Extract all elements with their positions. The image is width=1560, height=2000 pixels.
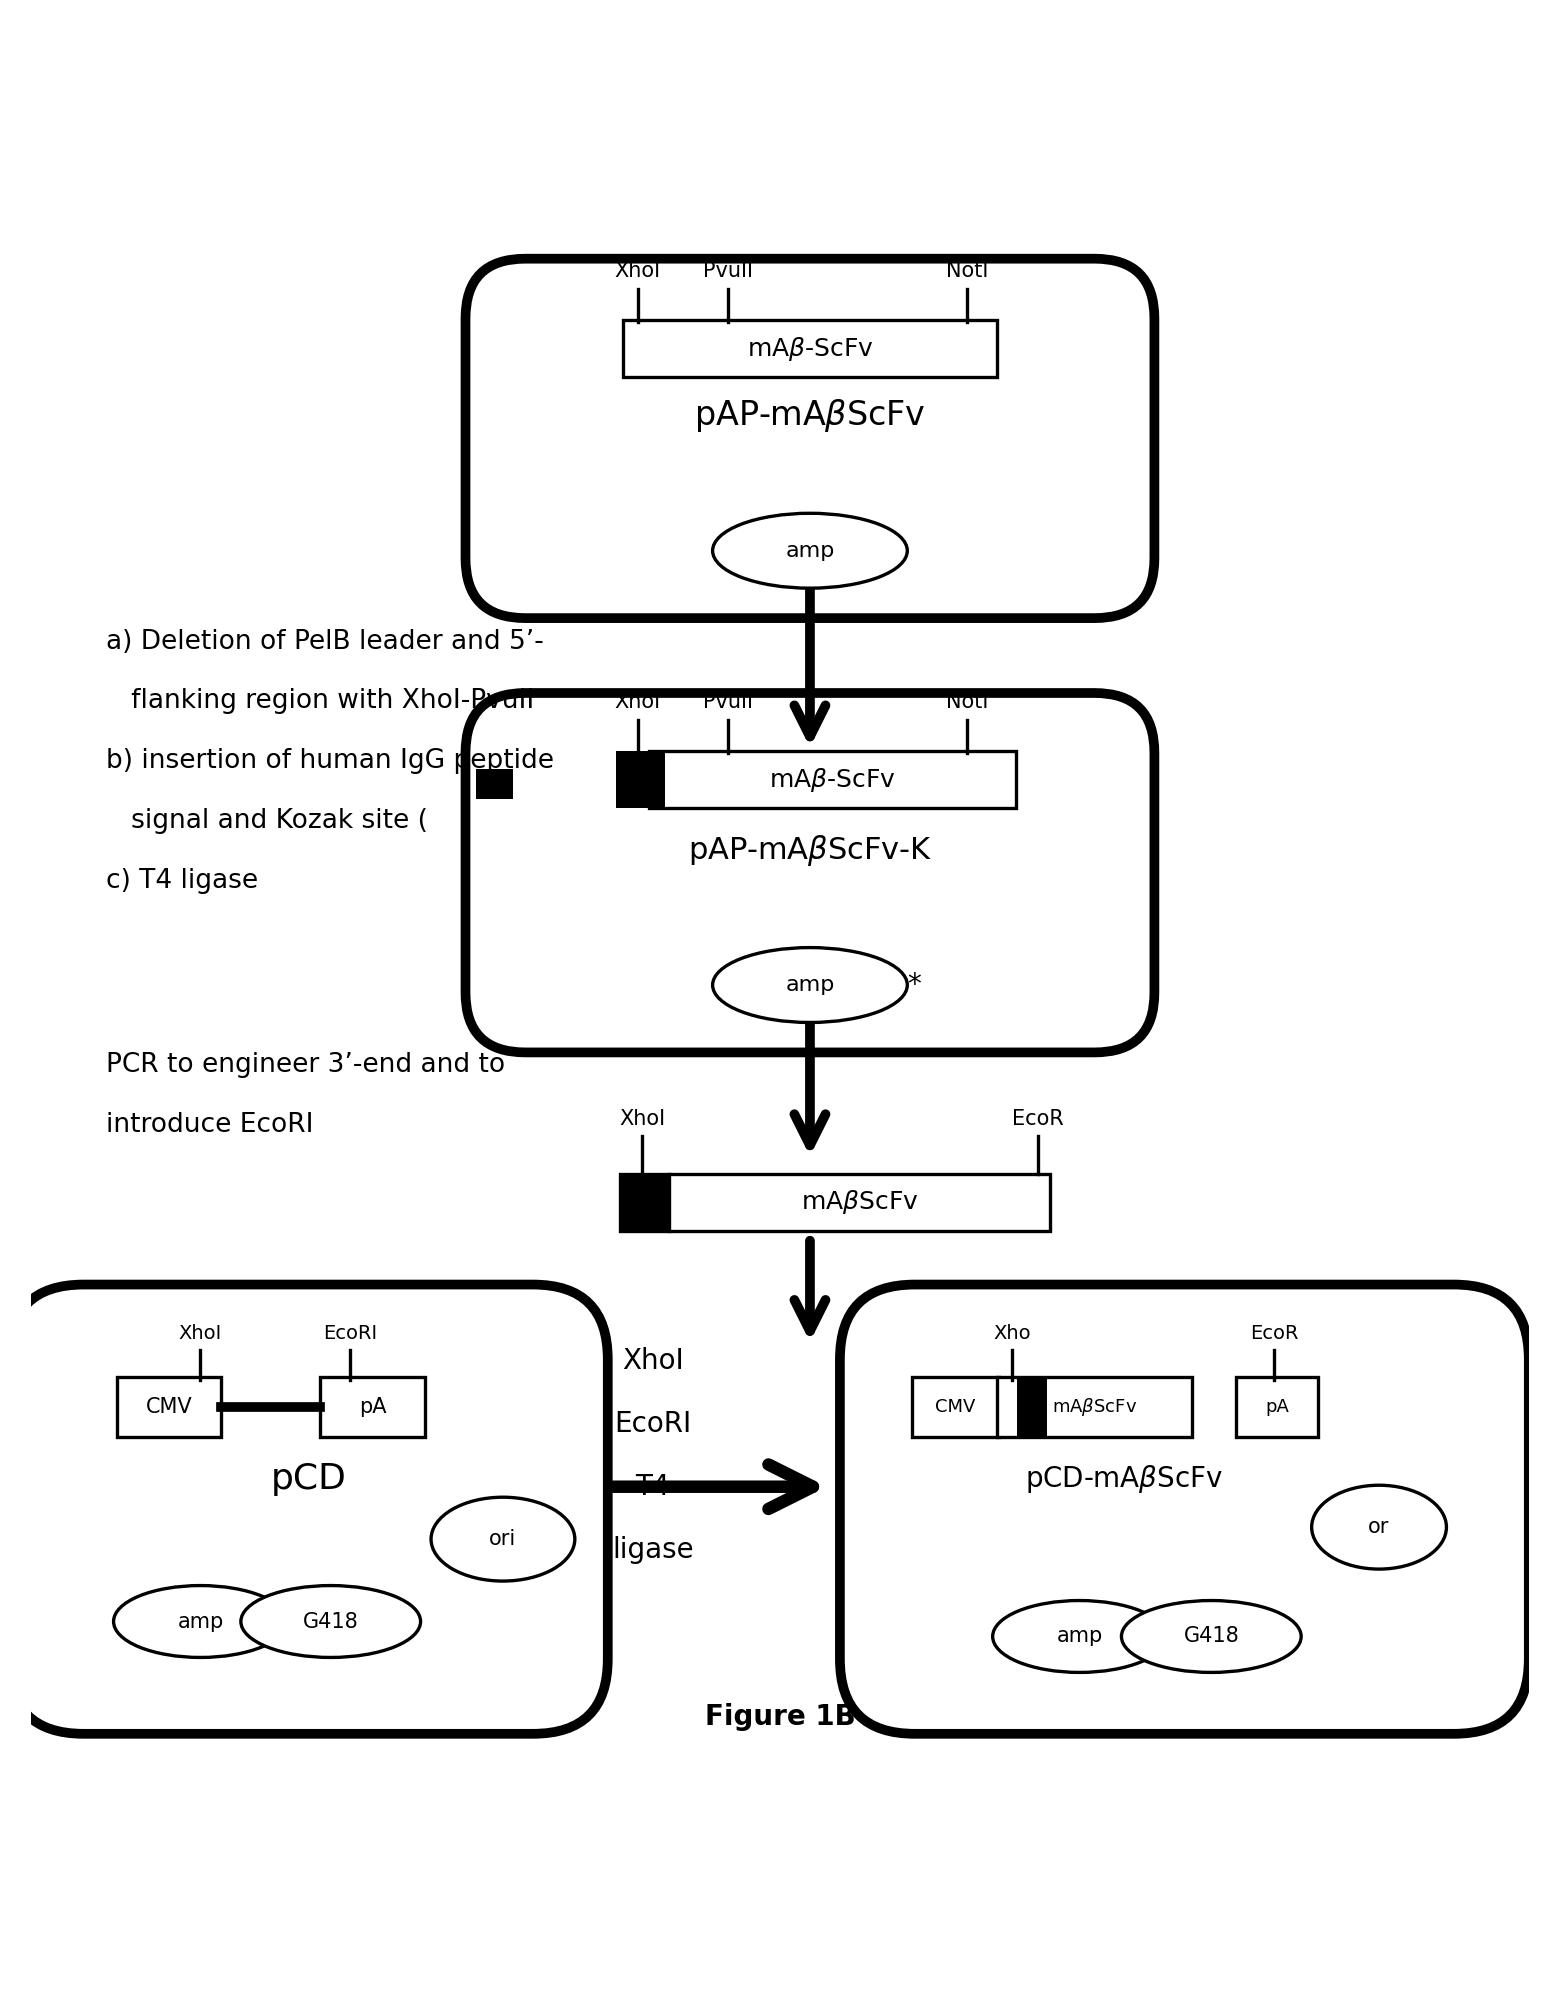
FancyBboxPatch shape [839,1284,1529,1734]
Ellipse shape [1312,1486,1446,1570]
Bar [320,1378,424,1438]
Ellipse shape [431,1498,574,1582]
Text: EcoRI: EcoRI [615,1410,691,1438]
Bar [997,1378,1192,1438]
Text: pCD-mA$\beta$ScFv: pCD-mA$\beta$ScFv [1025,1464,1223,1496]
Ellipse shape [114,1586,287,1658]
Text: ori: ori [490,1530,516,1550]
Text: XhoI: XhoI [615,692,661,712]
Text: EcoR: EcoR [1250,1324,1298,1342]
Ellipse shape [713,514,908,588]
Text: G418: G418 [303,1612,359,1632]
Text: XhoI: XhoI [179,1324,222,1342]
Text: introduce EcoRI: introduce EcoRI [106,1112,314,1138]
Text: pAP-mA$\beta$ScFv-K: pAP-mA$\beta$ScFv-K [688,832,933,868]
Text: XhoI: XhoI [619,1108,665,1128]
Text: pCD: pCD [270,1462,346,1496]
Text: XhoI: XhoI [615,262,661,282]
FancyBboxPatch shape [465,258,1154,618]
Text: c) T4 ligase: c) T4 ligase [106,868,259,894]
Text: CMV: CMV [145,1398,192,1418]
Text: mA$\beta$ScFv: mA$\beta$ScFv [1051,1396,1137,1418]
Text: amp: amp [1056,1626,1103,1646]
Bar [117,1378,222,1438]
Text: mA$\beta$ScFv: mA$\beta$ScFv [800,1188,919,1216]
Text: EcoRI: EcoRI [323,1324,378,1342]
Text: CMV: CMV [934,1398,975,1416]
Text: flanking region with XhoI-PvuII: flanking region with XhoI-PvuII [106,688,535,714]
Text: ligase: ligase [612,1536,694,1564]
FancyBboxPatch shape [9,1284,608,1734]
Text: b) insertion of human IgG peptide: b) insertion of human IgG peptide [106,748,554,774]
Text: amp: amp [785,540,835,560]
Text: a) Deletion of PelB leader and 5’-: a) Deletion of PelB leader and 5’- [106,628,544,654]
Bar [1017,1378,1047,1438]
Ellipse shape [713,948,908,1022]
Text: T4: T4 [635,1474,669,1502]
Text: pA: pA [359,1398,387,1418]
FancyBboxPatch shape [465,692,1154,1052]
Text: PvuII: PvuII [702,692,752,712]
Ellipse shape [1122,1600,1301,1672]
Text: EcoR: EcoR [1012,1108,1064,1128]
Text: signal and Kozak site (    ): signal and Kozak site ( ) [106,808,471,834]
Text: PvuII: PvuII [702,262,752,282]
Bar [649,752,1016,808]
Bar [1236,1378,1318,1438]
Ellipse shape [992,1600,1167,1672]
Text: or: or [1368,1518,1390,1538]
Text: G418: G418 [1184,1626,1239,1646]
Text: *: * [908,970,920,998]
Bar [476,770,513,800]
Text: amp: amp [785,976,835,996]
Text: Figure 1B: Figure 1B [705,1702,855,1730]
Text: mA$\beta$-ScFv: mA$\beta$-ScFv [769,766,895,794]
Text: XhoI: XhoI [622,1348,683,1376]
Ellipse shape [240,1586,421,1658]
Text: mA$\beta$-ScFv: mA$\beta$-ScFv [747,334,874,362]
Bar [619,1174,669,1230]
Text: amp: amp [178,1612,223,1632]
Bar [669,1174,1050,1230]
Text: Xho: Xho [994,1324,1031,1342]
Text: NotI: NotI [945,692,989,712]
Bar [616,752,666,808]
Text: NotI: NotI [945,262,989,282]
Bar [622,320,997,376]
Text: pAP-mA$\beta$ScFv: pAP-mA$\beta$ScFv [694,398,925,434]
Text: PCR to engineer 3’-end and to: PCR to engineer 3’-end and to [106,1052,505,1078]
Text: pA: pA [1265,1398,1289,1416]
Bar [911,1378,998,1438]
